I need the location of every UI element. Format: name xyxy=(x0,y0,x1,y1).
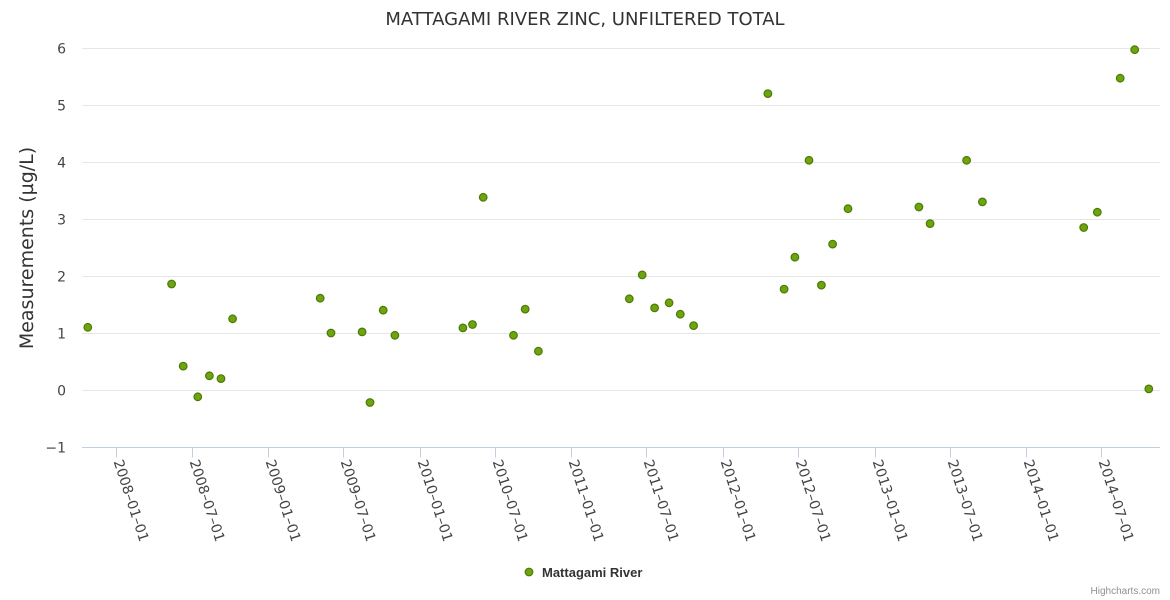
credits-link[interactable]: Highcharts.com xyxy=(1091,586,1160,597)
data-point xyxy=(326,328,336,338)
data-point xyxy=(167,279,177,289)
data-point xyxy=(534,346,543,356)
chart-title: MATTAGAMI RIVER ZINC, UNFILTERED TOTAL xyxy=(385,9,784,30)
data-point xyxy=(378,305,388,315)
y-axis-ticks: −1 0 1 2 3 4 5 6 xyxy=(45,42,66,457)
data-point xyxy=(390,330,400,340)
x-tick-label: 2009–07–01 xyxy=(337,458,379,544)
data-point xyxy=(1115,73,1125,83)
data-point xyxy=(843,204,853,214)
data-point xyxy=(315,293,325,303)
gridlines xyxy=(82,48,1160,391)
data-point xyxy=(624,294,634,304)
data-point xyxy=(637,270,647,280)
data-point xyxy=(178,361,188,371)
data-point xyxy=(458,323,468,333)
data-point xyxy=(675,309,685,319)
data-point xyxy=(357,327,367,337)
data-point xyxy=(925,219,935,229)
data-point xyxy=(216,374,226,384)
y-tick-label: 0 xyxy=(57,384,66,400)
x-tick-label: 2014–07–01 xyxy=(1095,458,1137,544)
x-tick-label: 2012–01–01 xyxy=(717,458,759,544)
y-tick-label: 1 xyxy=(57,327,66,343)
data-point xyxy=(1130,45,1140,55)
data-point xyxy=(1079,223,1089,232)
x-tick-label: 2010–07–01 xyxy=(489,458,531,544)
x-tick-label: 2011–07–01 xyxy=(640,458,682,544)
x-tick-label: 2009–01–01 xyxy=(262,458,304,544)
data-point xyxy=(193,392,203,402)
y-tick-label: −1 xyxy=(45,441,66,457)
data-point xyxy=(509,330,518,340)
data-point xyxy=(650,303,659,313)
data-point xyxy=(962,155,971,165)
legend-marker-icon[interactable] xyxy=(524,567,534,577)
data-point xyxy=(914,202,924,212)
data-point xyxy=(804,155,814,165)
data-point xyxy=(1092,207,1102,217)
x-tick-label: 2013–07–01 xyxy=(944,458,986,544)
y-tick-label: 3 xyxy=(57,213,66,229)
y-tick-label: 2 xyxy=(57,270,66,286)
data-point xyxy=(478,192,488,202)
x-tick-label: 2010–01–01 xyxy=(414,458,456,544)
x-tick-label: 2008–07–01 xyxy=(186,458,228,544)
x-tick-label: 2011–01–01 xyxy=(565,458,607,544)
data-point xyxy=(520,304,530,314)
x-axis-ticks: 2008–01–01 2008–07–01 2009–01–01 2009–07–01… xyxy=(110,447,1137,544)
data-point xyxy=(763,89,773,98)
data-point xyxy=(828,239,837,249)
data-point xyxy=(664,298,674,308)
y-tick-label: 5 xyxy=(57,99,66,115)
data-point xyxy=(83,322,93,332)
data-point xyxy=(790,252,800,262)
data-point xyxy=(817,280,826,290)
legend[interactable]: Mattagami River xyxy=(524,565,642,580)
data-point xyxy=(204,371,214,381)
x-tick-label: 2014–01–01 xyxy=(1020,458,1062,544)
series-mattagami-river xyxy=(83,45,1154,407)
data-point xyxy=(1144,384,1154,394)
data-point xyxy=(365,398,375,407)
x-tick-label: 2008–01–01 xyxy=(110,458,152,544)
data-point xyxy=(978,197,987,207)
y-tick-label: 4 xyxy=(57,156,66,172)
y-tick-label: 6 xyxy=(57,42,66,58)
x-tick-label: 2012–07–01 xyxy=(792,458,834,544)
y-axis-label: Measurements (µg/L) xyxy=(16,147,38,349)
x-tick-label: 2013–01–01 xyxy=(869,458,911,544)
data-point xyxy=(689,321,698,331)
data-point xyxy=(228,314,238,324)
legend-item-mattagami-river[interactable]: Mattagami River xyxy=(542,565,642,580)
data-point xyxy=(779,284,789,294)
data-point xyxy=(468,320,477,329)
